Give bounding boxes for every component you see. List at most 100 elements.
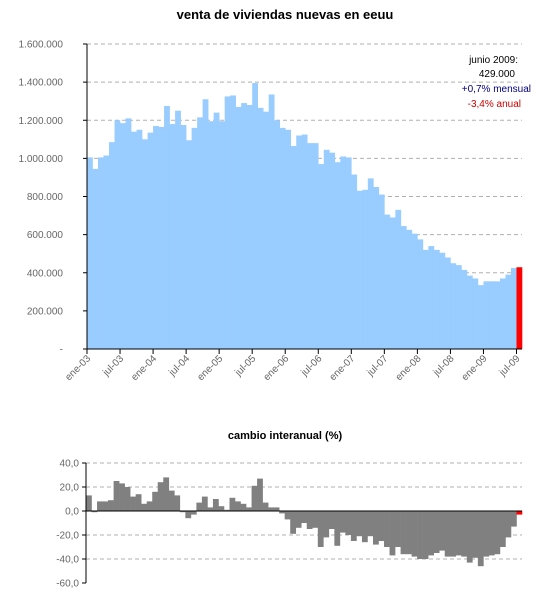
chart1-bar <box>131 131 137 349</box>
chart2-bar <box>461 511 468 557</box>
chart1-bar <box>417 239 424 349</box>
chart2-bar <box>433 511 440 553</box>
chart2-bar <box>174 495 181 511</box>
chart2-y-tick-label: -60,0 <box>56 579 79 590</box>
chart2-bar <box>499 511 506 547</box>
chart2-bar <box>207 507 214 511</box>
chart1-y-tick-labels: - 200.000 400.000 600.000 800.000 1.000.000 1.… <box>19 40 64 356</box>
chart1-bar <box>213 112 220 349</box>
chart2-bar <box>328 511 335 529</box>
chart1-bar <box>186 140 192 349</box>
chart1-y-tick-label: 600.000 <box>27 230 64 241</box>
chart2-bar <box>334 511 341 546</box>
chart1-bar <box>400 226 407 349</box>
chart2-bar <box>312 511 319 528</box>
chart2-title: cambio interanual (%) <box>228 430 343 442</box>
chart2-bar <box>223 509 230 511</box>
chart2-bar <box>113 481 120 511</box>
chart2-bar <box>119 483 125 511</box>
chart1-y-tick-label: 400.000 <box>27 268 64 279</box>
chart1-bar <box>197 117 203 349</box>
chart2-bar <box>367 511 374 537</box>
chart2-bar <box>395 511 401 547</box>
chart2-bar <box>411 511 418 557</box>
chart2-bar <box>295 511 302 528</box>
chart2-bar <box>372 511 379 545</box>
chart1-y-tick-label: 800.000 <box>27 192 64 203</box>
chart1-x-tick-label: jul-07 <box>365 353 391 379</box>
chart1-bar <box>395 209 402 349</box>
chart1-bar <box>494 281 501 349</box>
chart2-bar <box>102 501 109 511</box>
chart1-bar <box>428 246 435 349</box>
chart1-bar <box>296 135 303 349</box>
chart2-bar <box>389 511 396 556</box>
chart2-bar <box>196 502 203 511</box>
chart2-bar <box>229 497 236 511</box>
chart1-bar <box>268 94 275 349</box>
chart1-bar <box>472 278 479 349</box>
chart2-bar <box>422 511 429 559</box>
chart1-x-tick-label: ene-09 <box>460 353 490 383</box>
chart1-bar <box>356 190 363 349</box>
chart2-bar <box>439 511 446 551</box>
chart2-bar <box>323 511 330 538</box>
chart1-bar <box>219 121 225 349</box>
chart1-bar <box>505 274 512 349</box>
chart1-bar <box>202 99 209 349</box>
chart1-y-tick-label: 1.600.000 <box>19 40 64 51</box>
chart2-bar <box>428 511 434 556</box>
chart2-bar <box>510 511 517 527</box>
chart1-x-tick-label: ene-08 <box>394 353 424 383</box>
chart1-x-tick-label: ene-05 <box>195 353 225 383</box>
chart2-bar <box>466 511 473 563</box>
chart2-bar <box>317 511 324 547</box>
chart2-bar <box>339 511 346 533</box>
chart1-bar <box>169 124 176 349</box>
chart1-bar <box>510 267 517 349</box>
chart1-bar <box>224 96 231 349</box>
chart2-y-tick-label: 40,0 <box>60 459 80 470</box>
chart1-bar <box>477 285 484 349</box>
chart1-bar <box>334 162 341 349</box>
chart1-bar <box>455 265 462 349</box>
chart2-bar <box>273 507 280 511</box>
chart1-x-tick-label: jul-06 <box>299 353 325 379</box>
chart2-bar <box>262 502 269 511</box>
chart2-bar <box>279 511 285 514</box>
chart2-bar <box>97 501 103 511</box>
chart2-bar <box>477 511 484 567</box>
chart2-y-tick-labels: -60,0 -40,0 -20,0 0,0 20,0 40,0 <box>56 459 79 590</box>
chart2-y-tick-label: 0,0 <box>65 507 79 518</box>
chart1-bar <box>301 134 308 349</box>
chart1-bar <box>142 139 148 349</box>
chart1-bar <box>153 125 159 349</box>
chart1-bar <box>389 217 396 349</box>
chart2-bar <box>483 511 490 557</box>
chart1-bar <box>345 157 352 349</box>
chart1-x-tick-label: ene-07 <box>328 353 358 383</box>
chart1-bar <box>499 278 506 349</box>
chart2-bar <box>384 511 390 547</box>
chart1-bar <box>466 275 473 349</box>
chart2-bar <box>290 511 297 534</box>
chart1-title: venta de viviendas nuevas en eeuu <box>177 7 394 22</box>
chart2-bar <box>146 501 153 511</box>
chart2-bar <box>444 511 451 557</box>
chart2-bar <box>251 485 258 511</box>
chart2-bar <box>268 507 274 511</box>
annotation-value: 429.000 <box>479 69 516 80</box>
chart2-bar <box>91 511 98 513</box>
chart2-bar <box>135 494 142 511</box>
chart1-y-tick-label: 1.000.000 <box>19 154 64 165</box>
chart2-bar <box>201 496 208 511</box>
chart1-bar <box>252 83 258 349</box>
chart2-bar <box>257 478 263 511</box>
chart1-bar <box>164 105 170 349</box>
chart2-bar <box>86 495 92 511</box>
chart2-bar <box>494 511 501 555</box>
chart1-bar <box>109 142 115 349</box>
chart2-y-tick-label: 20,0 <box>60 483 80 494</box>
chart1-bar <box>433 249 440 349</box>
chart1-bar <box>307 143 314 349</box>
